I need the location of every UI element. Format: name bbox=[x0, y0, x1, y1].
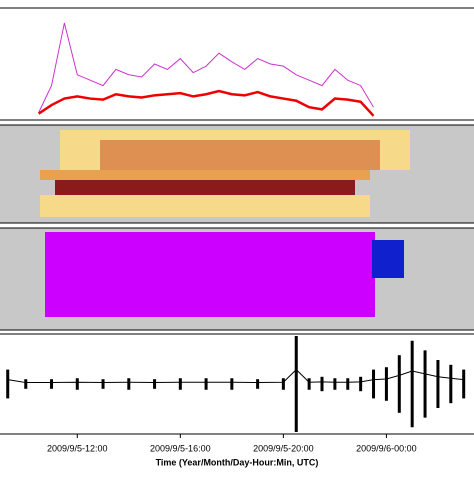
detections bbox=[45, 232, 404, 317]
panel-1 bbox=[0, 7, 474, 121]
x-tick-label: 2009/9/5-16:00 bbox=[150, 443, 211, 453]
series-line bbox=[37, 89, 375, 117]
panel-4 bbox=[0, 333, 474, 435]
waveform-trace bbox=[7, 368, 464, 384]
series-line bbox=[38, 22, 374, 113]
x-tick-label: 2009/9/6-00:00 bbox=[356, 443, 417, 453]
spectrogram bbox=[40, 130, 410, 217]
x-axis-label: Time (Year/Month/Day-Hour:Min, UTC) bbox=[156, 457, 319, 467]
x-tick-label: 2009/9/5-20:00 bbox=[253, 443, 314, 453]
x-tick-label: 2009/9/5-12:00 bbox=[47, 443, 108, 453]
